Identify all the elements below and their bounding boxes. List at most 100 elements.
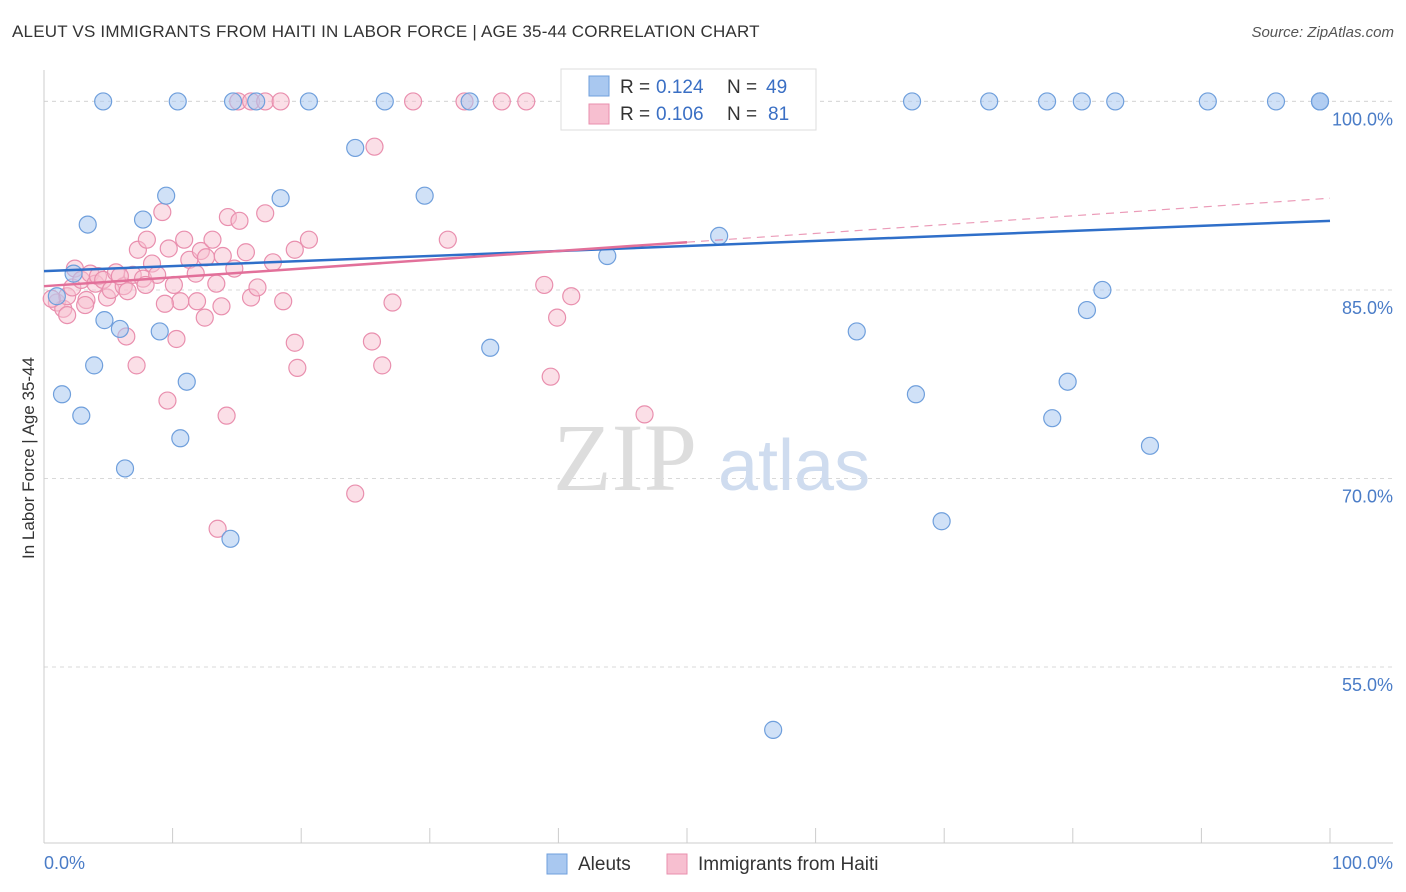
- aleuts-point-2: [168, 92, 187, 111]
- haiti-point-15: [118, 282, 137, 301]
- haiti-point-72: [208, 519, 227, 538]
- aleuts-point-0: [47, 287, 66, 306]
- aleuts-point-31: [110, 319, 129, 339]
- haiti-point-57: [403, 92, 423, 111]
- chart-title: ALEUT VS IMMIGRANTS FROM HAITI IN LABOR …: [12, 22, 760, 41]
- y-tick-label-2: 70.0%: [1342, 486, 1393, 506]
- haiti-point-58: [438, 230, 457, 249]
- aleuts-point-41: [72, 406, 91, 425]
- aleuts-point-20: [1310, 92, 1330, 111]
- source-label: Source: ZipAtlas.com: [1251, 24, 1394, 41]
- y-tick-label-3: 55.0%: [1342, 675, 1393, 695]
- aleuts-point-6: [375, 92, 394, 111]
- haiti-point-44: [299, 230, 319, 249]
- aleuts-point-12: [980, 92, 999, 111]
- haiti-point-66: [635, 405, 654, 424]
- haiti-point-26: [175, 230, 194, 249]
- aleuts-point-3: [223, 92, 243, 111]
- haiti-point-50: [167, 329, 186, 349]
- haiti-point-23: [159, 239, 178, 258]
- aleuts-point-15: [1106, 92, 1125, 111]
- aleuts-point-16: [1198, 92, 1217, 111]
- haiti-point-74: [187, 292, 207, 311]
- aleuts-point-32: [150, 322, 169, 341]
- aleuts-point-43: [1043, 409, 1062, 428]
- haiti-point-31: [203, 230, 222, 249]
- haiti-point-77: [58, 305, 77, 325]
- haiti-point-49: [158, 391, 177, 410]
- aleuts-point-25: [133, 210, 153, 229]
- aleuts-point-36: [85, 356, 104, 375]
- haiti-point-24: [164, 275, 183, 295]
- watermark-atlas: atlas: [718, 426, 870, 506]
- haiti-point-53: [365, 137, 384, 156]
- aleuts-point-24: [78, 215, 97, 234]
- haiti-point-63: [548, 308, 567, 327]
- legend-swatch-haiti: [588, 103, 610, 125]
- aleuts-point-17: [1266, 92, 1286, 111]
- bottom-legend-label-aleuts: Aleuts: [578, 854, 631, 875]
- haiti-point-71: [217, 406, 236, 425]
- aleuts-point-22: [271, 189, 290, 208]
- y-tick-label-1: 85.0%: [1342, 298, 1393, 318]
- bottom-legend-swatch-aleuts: [546, 853, 568, 875]
- series-immigrants-from-haiti-points: [42, 92, 654, 538]
- aleuts-point-48: [764, 720, 783, 739]
- aleuts-point-21: [157, 186, 176, 205]
- haiti-point-73: [346, 484, 365, 503]
- haiti-point-48: [127, 356, 146, 375]
- aleuts-point-14: [1072, 92, 1091, 111]
- aleuts-point-28: [64, 264, 83, 283]
- y-axis-title: In Labor Force | Age 35-44: [19, 357, 38, 559]
- x-tick-label-min: 0.0%: [44, 853, 85, 873]
- haiti-point-60: [492, 92, 511, 111]
- haiti-point-62: [535, 275, 554, 295]
- aleuts-point-47: [932, 512, 951, 531]
- haiti-point-37: [236, 243, 256, 262]
- trend-line-blue: [43, 219, 1331, 273]
- x-tick-label-max: 100.0%: [1332, 853, 1393, 873]
- haiti-point-19: [137, 230, 156, 249]
- bottom-legend-swatch-haiti: [666, 853, 688, 875]
- haiti-point-22: [153, 202, 172, 222]
- trend-line-pink-solid: [43, 240, 688, 288]
- x-ticks: [172, 828, 1331, 843]
- aleuts-point-38: [177, 372, 196, 391]
- bottom-legend-label-haiti: Immigrants from Haiti: [698, 854, 879, 875]
- gridlines: [44, 100, 1393, 668]
- watermark-zip: ZIP: [553, 404, 697, 511]
- aleuts-point-5: [299, 92, 319, 111]
- legend-n-label-aleuts: N =: [727, 77, 757, 98]
- aleuts-point-23: [415, 186, 434, 205]
- haiti-point-70: [271, 92, 290, 111]
- aleuts-point-42: [171, 429, 190, 448]
- aleuts-point-34: [1077, 300, 1097, 320]
- aleuts-point-39: [906, 385, 926, 404]
- aleuts-point-46: [221, 529, 240, 548]
- haiti-point-43: [285, 240, 304, 259]
- trend-line-pink-dashed: [686, 197, 1331, 243]
- legend-n-value-aleuts: 49: [766, 77, 787, 98]
- legend-swatch-aleuts: [588, 75, 610, 97]
- haiti-point-39: [248, 278, 267, 297]
- haiti-point-65: [562, 287, 581, 306]
- haiti-point-78: [76, 295, 95, 315]
- haiti-point-61: [517, 92, 536, 111]
- aleuts-point-7: [346, 138, 365, 158]
- haiti-point-51: [288, 358, 307, 377]
- aleuts-point-44: [1140, 436, 1160, 455]
- haiti-point-45: [195, 308, 214, 327]
- haiti-point-40: [256, 204, 275, 223]
- legend-n-label-haiti: N =: [727, 104, 757, 125]
- aleuts-point-35: [481, 338, 500, 357]
- aleuts-point-40: [1058, 372, 1077, 391]
- haiti-point-64: [541, 367, 560, 386]
- haiti-point-56: [362, 332, 382, 351]
- bottom-legend: Aleuts Immigrants from Haiti: [546, 853, 879, 875]
- haiti-point-52: [285, 333, 304, 352]
- aleuts-point-29: [1093, 280, 1112, 300]
- haiti-point-54: [383, 293, 402, 312]
- legend-r-value-haiti: 0.106: [656, 104, 704, 125]
- legend-r-label-haiti: R =: [620, 104, 650, 125]
